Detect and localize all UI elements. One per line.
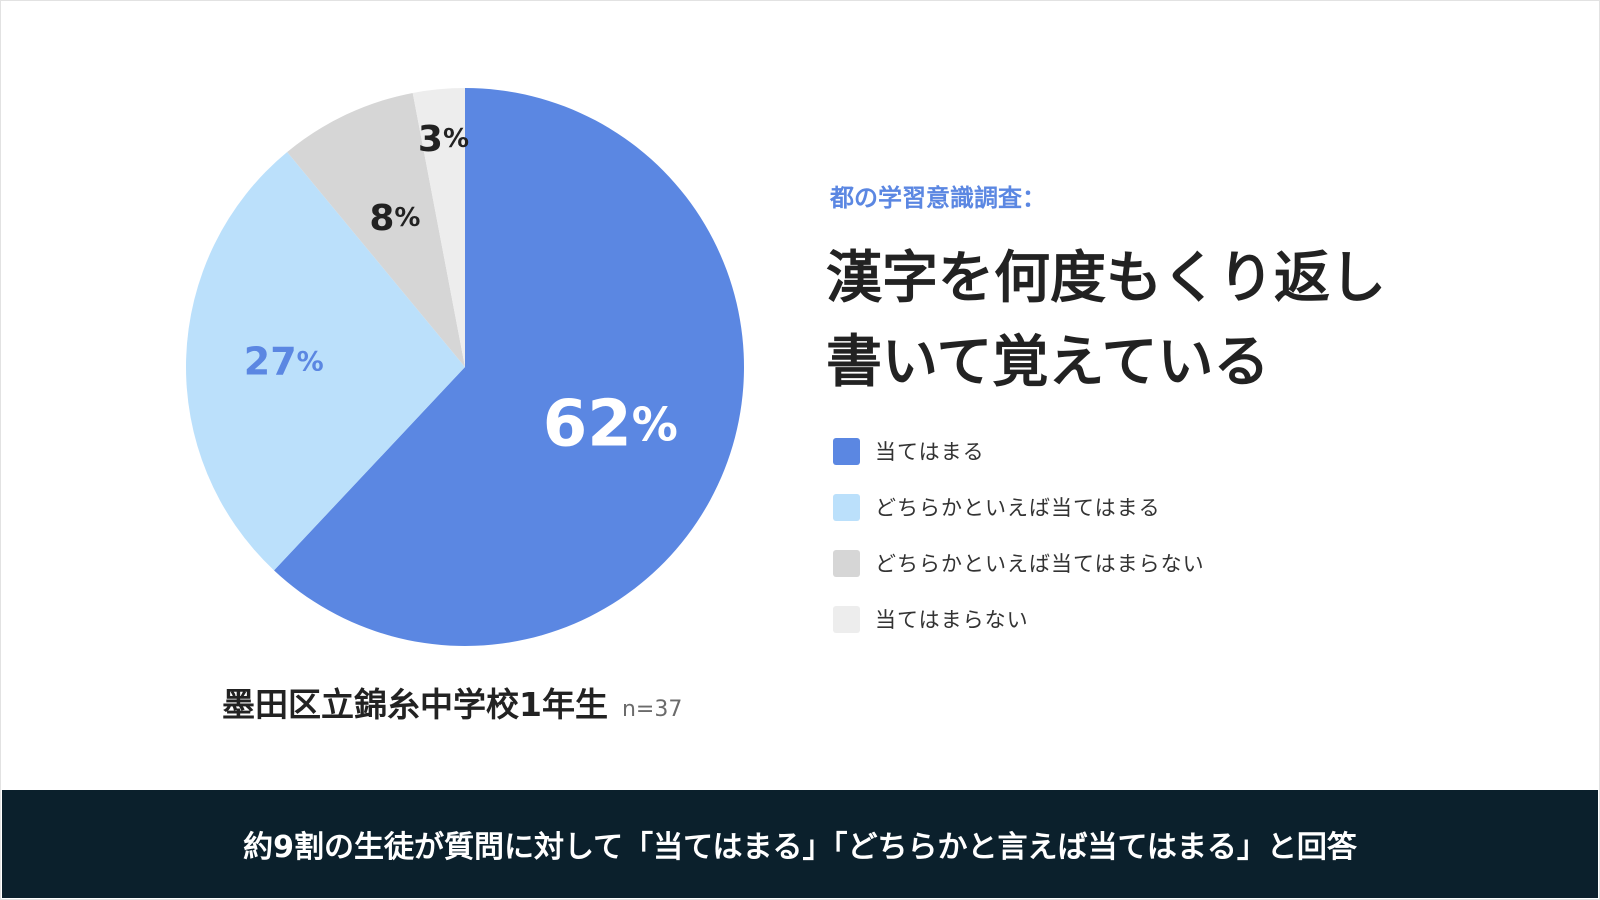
legend-item: どちらかといえば当てはまる	[833, 493, 1205, 521]
legend-label: どちらかといえば当てはまらない	[875, 552, 1205, 576]
pie-chart: 62% 27% 8% 3%	[185, 88, 744, 646]
legend-swatch	[833, 493, 860, 521]
pie-slice	[274, 88, 744, 646]
legend-swatch	[833, 437, 860, 465]
legend-item: 当てはまらない	[833, 605, 1205, 633]
school-name: 墨田区立錦糸中学校1年生	[222, 685, 608, 724]
headline: 漢字を何度もくり返し 書いて覚えている	[826, 237, 1546, 405]
legend-label: 当てはまらない	[875, 608, 1029, 632]
footer-text: 約9割の生徒が質問に対して「当てはまる」「どちらかと言えば当てはまる」と回答	[243, 830, 1357, 865]
legend: 当てはまる どちらかといえば当てはまる どちらかといえば当てはまらない 当てはま…	[833, 437, 1205, 661]
legend-label: 当てはまる	[875, 440, 985, 464]
pie-value-label: 3%	[418, 119, 469, 160]
legend-item: 当てはまる	[833, 437, 1205, 465]
pie-value-label: 8%	[369, 198, 420, 239]
legend-item: どちらかといえば当てはまらない	[833, 549, 1205, 577]
survey-title: 都の学習意識調査：	[830, 184, 1046, 212]
legend-swatch	[833, 605, 860, 633]
pie-value-label: 62%	[543, 388, 678, 462]
legend-swatch	[833, 549, 860, 577]
sample-size: n=37	[621, 697, 683, 722]
headline-line-2: 書いて覚えている	[826, 330, 1270, 395]
legend-label: どちらかといえば当てはまる	[875, 496, 1161, 520]
pie-slice	[412, 88, 465, 367]
headline-line-1: 漢字を何度もくり返し	[826, 246, 1386, 311]
pie-value-label: 27%	[244, 339, 324, 383]
school-caption: 墨田区立錦糸中学校1年生 n=37	[222, 678, 682, 726]
pie-slice	[185, 152, 465, 571]
footer-banner: 約9割の生徒が質問に対して「当てはまる」「どちらかと言えば当てはまる」と回答	[2, 790, 1598, 898]
pie-slice	[287, 92, 465, 367]
